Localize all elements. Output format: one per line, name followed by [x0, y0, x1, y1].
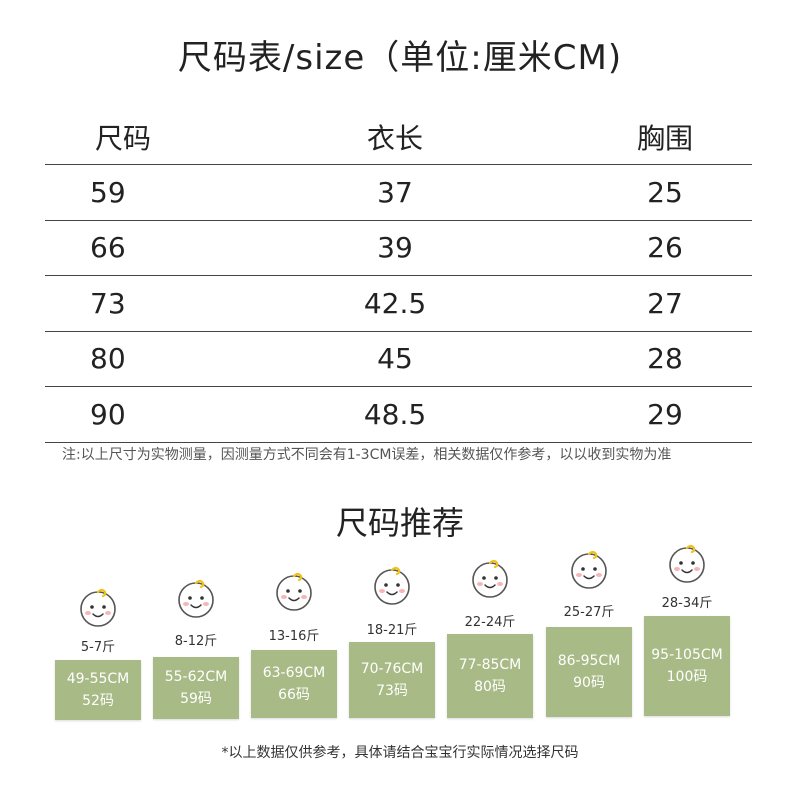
cell-size: 73: [90, 286, 126, 320]
height-range: 49-55CM: [66, 671, 130, 687]
height-range: 95-105CM: [651, 647, 723, 663]
weight-label: 28-34斤: [661, 596, 713, 611]
footer-note: *以上数据仅供参考，具体请结合宝宝行实际情况选择尺码: [221, 745, 579, 761]
size-label: 73码: [376, 683, 408, 699]
table-row: 90 48.5 29: [45, 387, 752, 443]
height-range: 86-95CM: [557, 653, 621, 669]
baby-face-icon: [55, 586, 141, 630]
baby-face-icon: [546, 548, 632, 592]
cell-chest: 29: [647, 397, 683, 431]
cell-size: 66: [90, 231, 126, 265]
size-label: 100码: [666, 669, 708, 685]
size-label: 52码: [82, 693, 114, 709]
table-row: 59 37 25: [45, 165, 752, 221]
size-box: 55-62CM 59码: [153, 657, 239, 719]
height-range: 70-76CM: [360, 661, 424, 677]
baby-face-icon: [447, 557, 533, 601]
cell-chest: 28: [647, 342, 683, 376]
size-table: 尺码 衣长 胸围 59 37 25 66 39 26 73 42.5 27 80…: [45, 110, 752, 443]
cell-length: 42.5: [363, 286, 427, 320]
size-label: 80码: [474, 679, 506, 695]
cell-chest: 27: [647, 286, 683, 320]
page-title: 尺码表/size（单位:厘米CM): [177, 38, 623, 78]
table-row: 66 39 26: [45, 221, 752, 276]
size-label: 90码: [573, 675, 605, 691]
cell-length: 37: [377, 175, 413, 209]
cell-size: 80: [90, 342, 126, 376]
height-range: 63-69CM: [262, 665, 326, 681]
table-row: 73 42.5 27: [45, 276, 752, 332]
weight-label: 8-12斤: [174, 634, 218, 649]
baby-face-icon: [251, 570, 337, 614]
size-box: 86-95CM 90码: [546, 627, 632, 717]
header-length: 衣长: [366, 122, 423, 155]
weight-label: 25-27斤: [563, 605, 615, 620]
size-box: 95-105CM 100码: [644, 616, 730, 716]
height-range: 55-62CM: [164, 669, 228, 685]
header-chest: 胸围: [636, 122, 693, 155]
weight-label: 13-16斤: [268, 629, 320, 644]
measurement-note: 注:以上尺寸为实物测量，因测量方式不同会有1-3CM误差，相关数据仅作参考，以以…: [62, 447, 672, 463]
weight-label: 5-7斤: [80, 640, 116, 655]
cell-length: 45: [377, 342, 413, 376]
table-header-row: 尺码 衣长 胸围: [45, 110, 752, 165]
size-label: 66码: [278, 687, 310, 703]
header-size: 尺码: [95, 122, 152, 155]
weight-label: 18-21斤: [366, 623, 418, 638]
size-box: 70-76CM 73码: [349, 642, 435, 718]
weight-label: 22-24斤: [464, 615, 516, 630]
cell-chest: 26: [647, 231, 683, 265]
size-box: 49-55CM 52码: [55, 660, 141, 720]
cell-length: 39: [377, 231, 413, 265]
baby-face-icon: [153, 577, 239, 621]
size-label: 59码: [180, 691, 212, 707]
recommend-title: 尺码推荐: [335, 504, 464, 542]
size-box: 63-69CM 66码: [251, 650, 337, 718]
cell-size: 90: [90, 397, 126, 431]
size-box: 77-85CM 80码: [447, 634, 533, 718]
cell-size: 59: [90, 175, 126, 209]
baby-face-icon: [644, 542, 730, 586]
baby-face-icon: [349, 564, 435, 608]
table-row: 80 45 28: [45, 332, 752, 387]
cell-chest: 25: [647, 175, 683, 209]
height-range: 77-85CM: [458, 657, 522, 673]
cell-length: 48.5: [363, 397, 427, 431]
